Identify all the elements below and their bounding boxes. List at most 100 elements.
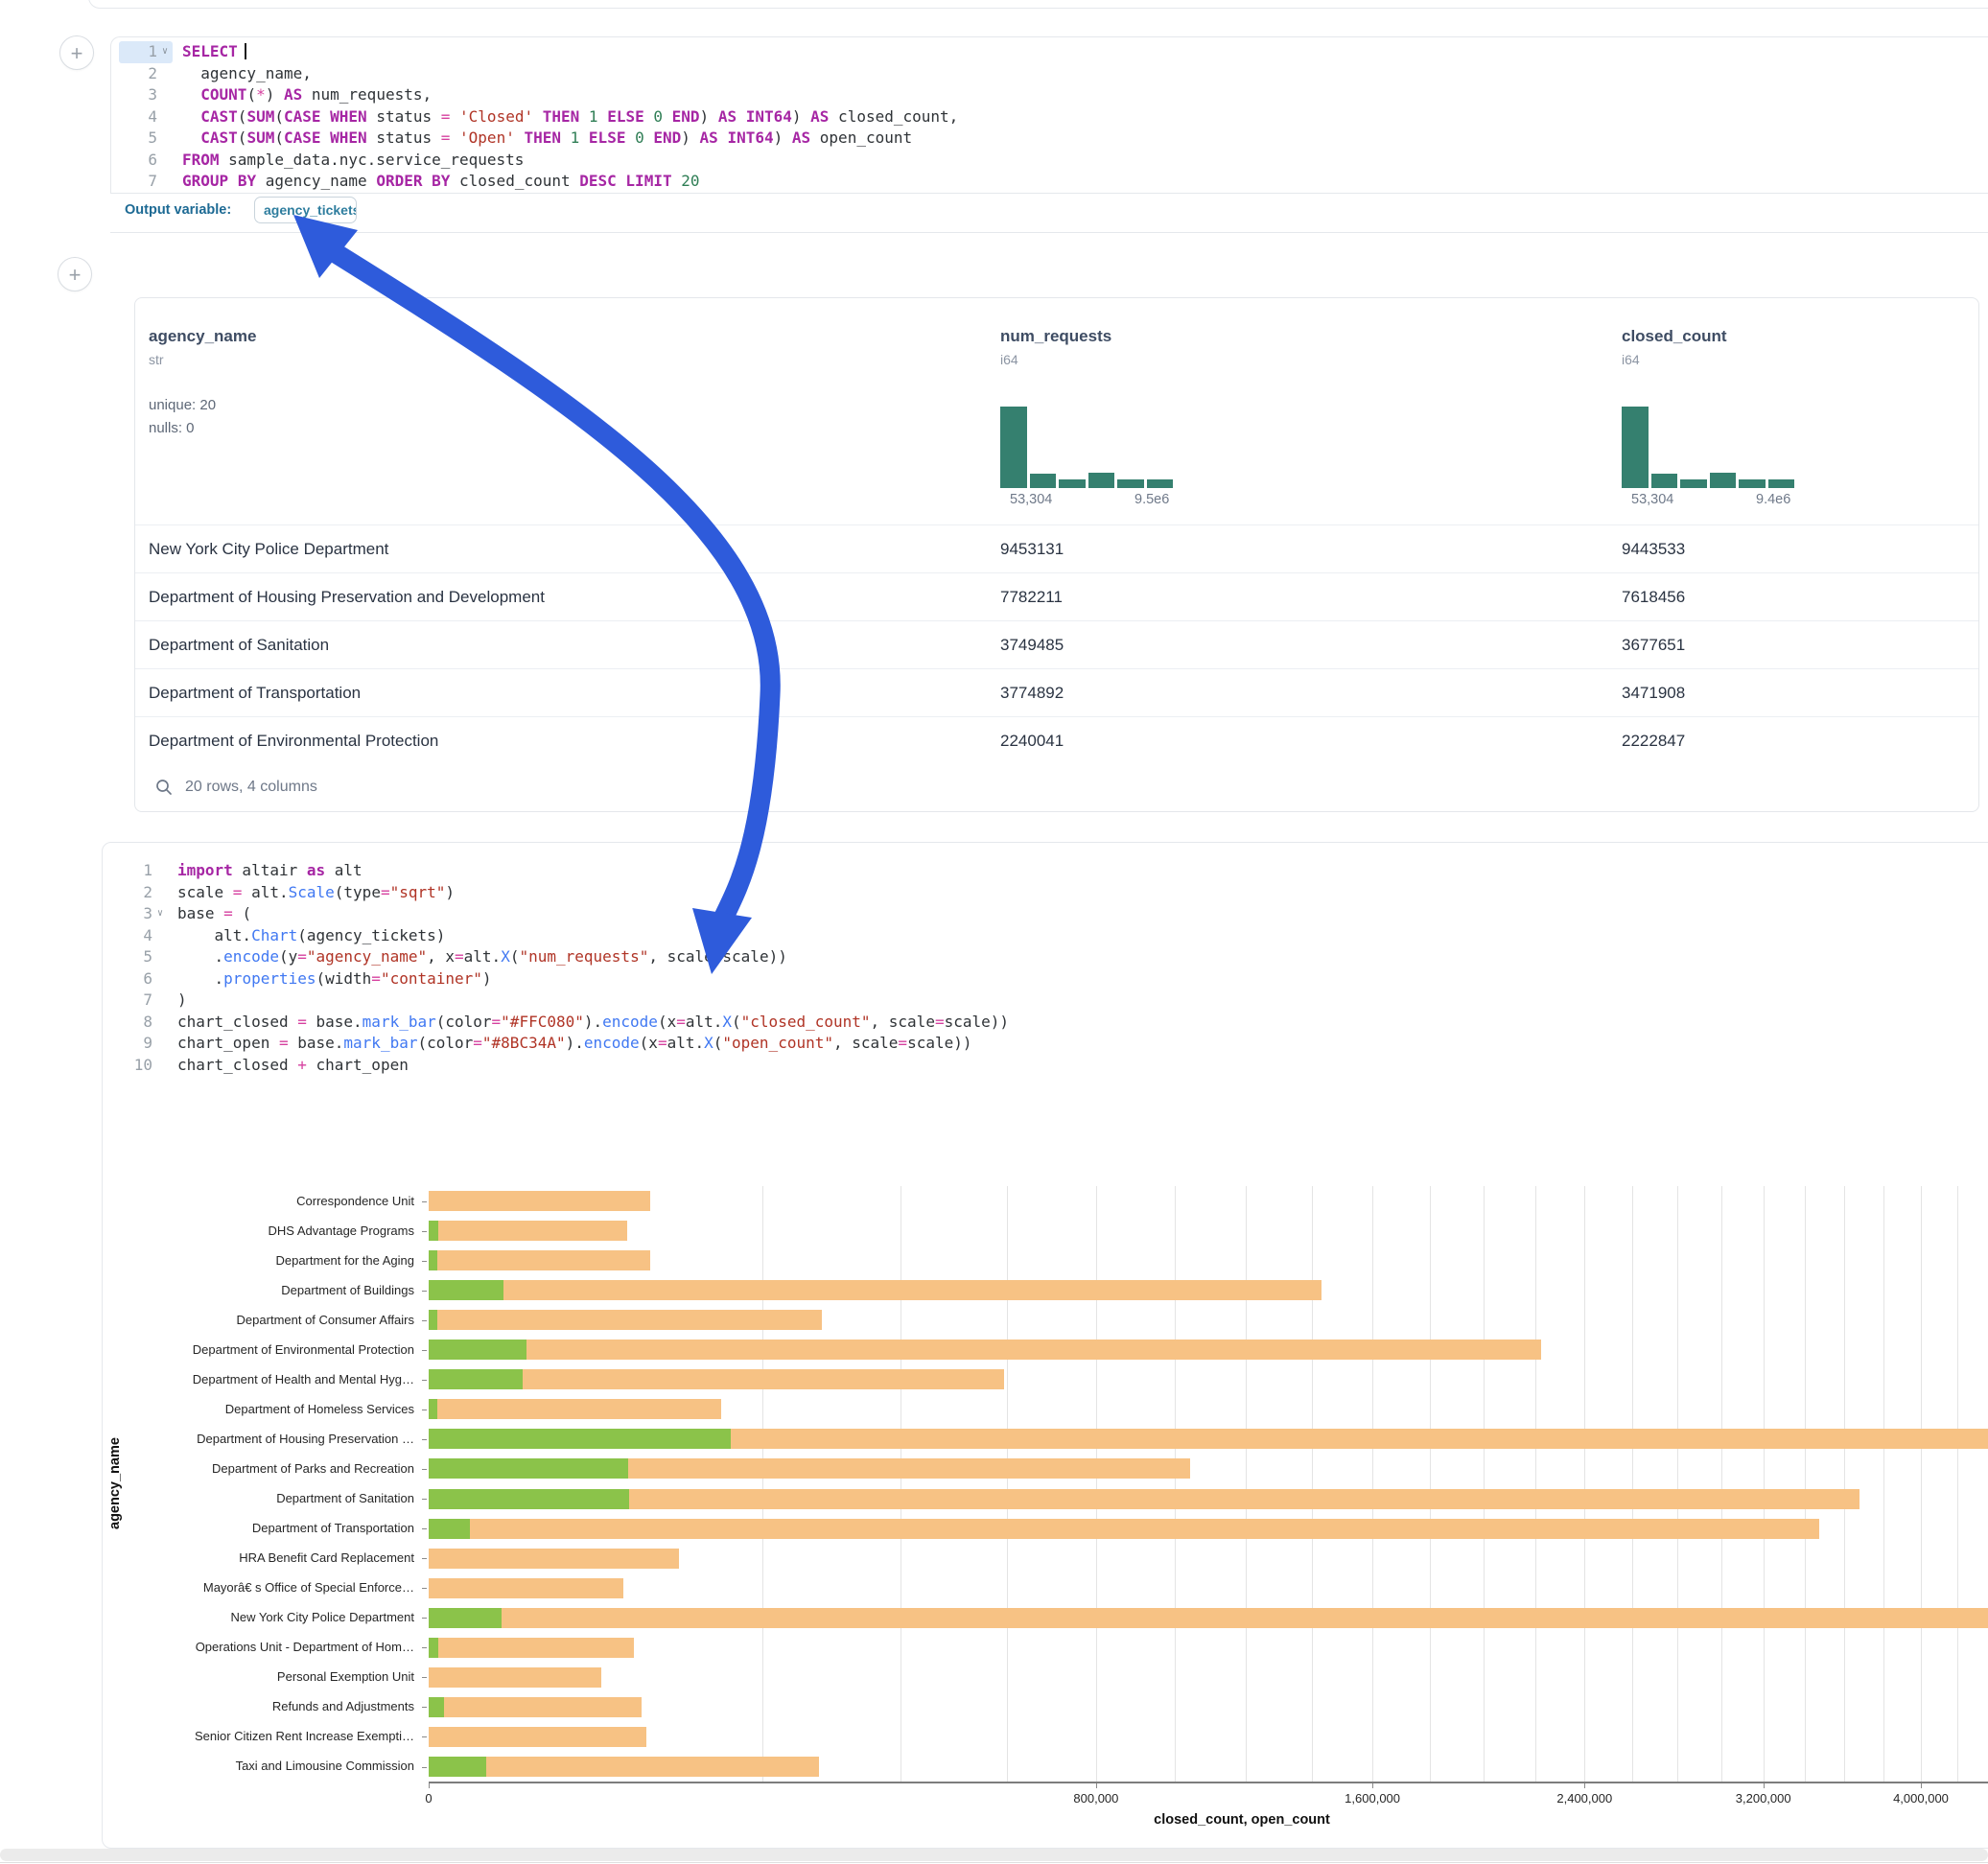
code-text[interactable]: ) <box>168 990 187 1012</box>
line-number: 2 <box>114 882 152 904</box>
sql-editor[interactable]: 1∨SELECT2 agency_name,3 COUNT(*) AS num_… <box>119 41 1988 193</box>
token-op: = <box>935 1013 945 1031</box>
line-gutter: 1∨ <box>119 41 173 63</box>
histogram <box>1622 404 1799 488</box>
token-id: . <box>177 969 223 988</box>
token-kw: COUNT <box>200 85 246 104</box>
token-str: 'Closed' <box>459 107 533 126</box>
code-text[interactable]: alt.Chart(agency_tickets) <box>168 925 445 947</box>
code-line: 2 scale = alt.Scale(type="sqrt") <box>114 882 1988 904</box>
chevron-placeholder <box>157 106 173 128</box>
table-row: New York City Police Department945313194… <box>135 524 1978 573</box>
histogram-bar <box>1680 479 1707 488</box>
token-op: = <box>676 1013 686 1031</box>
search-icon[interactable] <box>154 778 174 797</box>
chevron-placeholder <box>152 860 168 882</box>
token-id <box>625 128 635 147</box>
code-text[interactable]: CAST(SUM(CASE WHEN status = 'Open' THEN … <box>173 128 912 150</box>
table-cell: Department of Transportation <box>149 669 973 717</box>
add-cell-button-top[interactable]: + <box>59 35 94 70</box>
code-text[interactable]: SELECT <box>173 41 246 63</box>
histogram-bar <box>1088 473 1115 488</box>
token-id <box>579 107 589 126</box>
sql-cell: 1∨SELECT2 agency_name,3 COUNT(*) AS num_… <box>110 36 1988 194</box>
token-fn: encode <box>602 1013 658 1031</box>
code-text[interactable]: chart_closed = base.mark_bar(color="#FFC… <box>168 1012 1009 1034</box>
histogram-bar <box>1000 407 1027 488</box>
code-text[interactable]: scale = alt.Scale(type="sqrt") <box>168 882 455 904</box>
code-text[interactable]: agency_name, <box>173 63 312 85</box>
table-cell: Department of Environmental Protection <box>149 717 973 765</box>
token-kw: BY <box>238 172 256 190</box>
token-id: (color <box>417 1034 473 1052</box>
token-kw: INT64 <box>727 128 773 147</box>
token-kw: AS <box>700 128 718 147</box>
table-cell: 3749485 <box>1000 621 1288 669</box>
line-number: 6 <box>119 150 157 172</box>
token-kw: LIMIT <box>625 172 671 190</box>
line-number: 1 <box>119 41 157 63</box>
line-number: 10 <box>114 1055 152 1077</box>
token-fn: X <box>704 1034 713 1052</box>
token-kw: END <box>653 128 681 147</box>
line-gutter: 3∨ <box>114 903 168 925</box>
code-text[interactable]: import altair as alt <box>168 860 363 882</box>
collapse-chevron-icon[interactable]: ∨ <box>157 41 173 63</box>
line-number: 7 <box>119 171 157 193</box>
code-line: 3 COUNT(*) AS num_requests, <box>119 84 1988 106</box>
token-kw: ELSE <box>607 107 644 126</box>
add-cell-button-middle[interactable]: + <box>58 257 92 291</box>
horizontal-scrollbar[interactable] <box>0 1849 1988 1861</box>
token-kw: ELSE <box>589 128 626 147</box>
token-id: alt. <box>667 1034 705 1052</box>
histogram-bar <box>1622 407 1649 488</box>
code-line: 4 CAST(SUM(CASE WHEN status = 'Closed' T… <box>119 106 1988 128</box>
token-id: ( <box>274 128 284 147</box>
token-fn: encode <box>584 1034 640 1052</box>
table-cell: 3471908 <box>1622 669 1909 717</box>
token-id: ) <box>681 128 699 147</box>
token-kw: DESC <box>579 172 617 190</box>
token-fn: properties <box>223 969 316 988</box>
table-row: Department of Housing Preservation and D… <box>135 572 1978 621</box>
python-editor[interactable]: 1import altair as alt 2 scale = alt.Scale(… <box>114 860 1988 1076</box>
text-caret <box>245 43 246 59</box>
code-text[interactable]: COUNT(*) AS num_requests, <box>173 84 432 106</box>
code-text[interactable]: FROM sample_data.nyc.service_requests <box>173 150 524 172</box>
token-id: (type <box>335 883 381 901</box>
line-number: 6 <box>114 968 152 990</box>
table-footer: 20 rows, 4 columns <box>135 765 1978 811</box>
code-line: 7 GROUP BY agency_name ORDER BY closed_co… <box>119 171 1988 193</box>
code-text[interactable]: base = ( <box>168 903 251 925</box>
code-text[interactable]: chart_closed + chart_open <box>168 1055 409 1077</box>
token-fn: X <box>722 1013 732 1031</box>
token-id <box>561 128 571 147</box>
token-fn: mark_bar <box>363 1013 436 1031</box>
column-header-closed_count: closed_count <box>1622 327 1727 346</box>
token-id: status <box>367 128 441 147</box>
code-text[interactable]: GROUP BY agency_name ORDER BY closed_cou… <box>173 171 700 193</box>
token-id <box>450 107 459 126</box>
token-id: ) <box>482 969 492 988</box>
token-id: ( <box>732 1013 741 1031</box>
token-kw: SUM <box>246 107 274 126</box>
token-op: + <box>297 1056 307 1074</box>
histogram-bar <box>1739 479 1766 488</box>
code-text[interactable]: CAST(SUM(CASE WHEN status = 'Closed' THE… <box>173 106 958 128</box>
token-id: base. <box>307 1013 363 1031</box>
histogram-max-label: 9.5e6 <box>1134 492 1169 507</box>
histogram-bar <box>1768 479 1795 488</box>
token-fn: Chart <box>251 926 297 944</box>
token-id <box>644 128 654 147</box>
table-cell: 3774892 <box>1000 669 1288 717</box>
token-kw: AS <box>792 128 810 147</box>
collapse-chevron-icon[interactable]: ∨ <box>152 903 168 925</box>
token-id: ( <box>713 1034 723 1052</box>
line-gutter: 1 <box>114 860 168 882</box>
code-text[interactable]: .encode(y="agency_name", x=alt.X("num_re… <box>168 946 787 968</box>
token-id: ). <box>566 1034 584 1052</box>
line-gutter: 4 <box>119 106 173 128</box>
code-text[interactable]: chart_open = base.mark_bar(color="#8BC34… <box>168 1033 972 1055</box>
code-text[interactable]: .properties(width="container") <box>168 968 492 990</box>
output-variable-pill[interactable]: agency_tickets <box>254 197 357 223</box>
